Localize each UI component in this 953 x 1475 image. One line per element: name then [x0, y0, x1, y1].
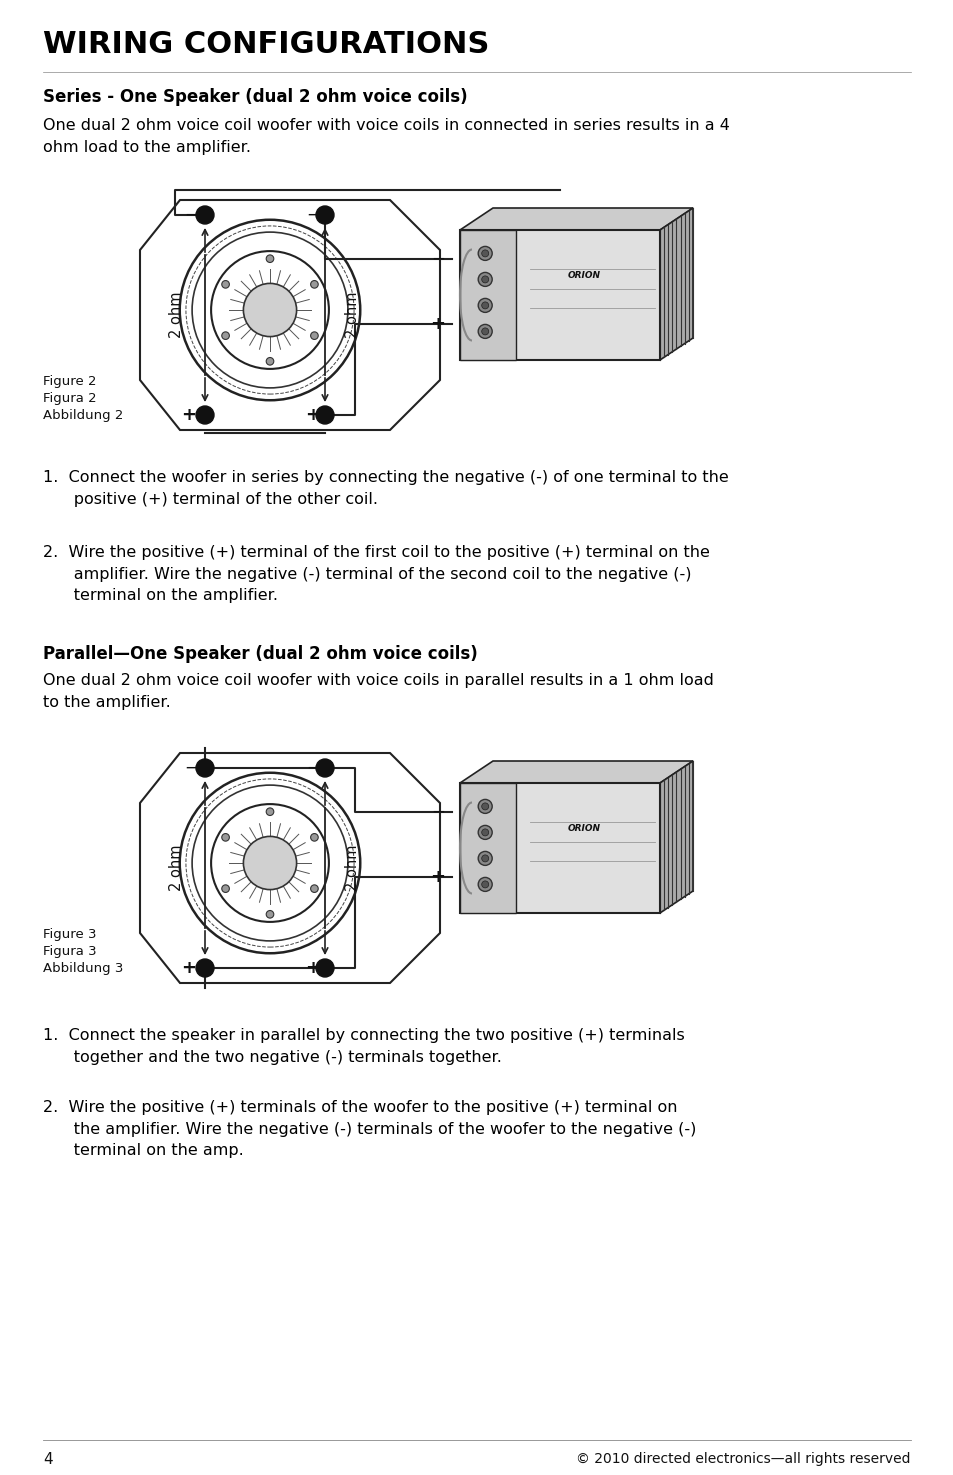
Polygon shape: [659, 761, 692, 913]
Text: −: −: [306, 207, 319, 224]
Text: 2 ohm: 2 ohm: [345, 292, 360, 338]
Circle shape: [315, 760, 334, 777]
Circle shape: [477, 298, 492, 313]
Text: −: −: [306, 760, 319, 777]
Text: 2 ohm: 2 ohm: [345, 845, 360, 891]
Text: Figure 2
Figura 2
Abbildung 2: Figure 2 Figura 2 Abbildung 2: [43, 375, 123, 422]
Circle shape: [477, 851, 492, 866]
Circle shape: [195, 406, 213, 423]
Circle shape: [195, 959, 213, 976]
Circle shape: [481, 249, 488, 257]
Circle shape: [243, 283, 296, 336]
Polygon shape: [459, 230, 659, 360]
Text: 4: 4: [43, 1451, 52, 1468]
Circle shape: [311, 280, 318, 288]
Circle shape: [195, 207, 213, 224]
Text: 2.  Wire the positive (+) terminals of the woofer to the positive (+) terminal o: 2. Wire the positive (+) terminals of th…: [43, 1100, 696, 1158]
Text: © 2010 directed electronics—all rights reserved: © 2010 directed electronics—all rights r…: [576, 1451, 910, 1466]
Circle shape: [315, 406, 334, 423]
Polygon shape: [459, 783, 659, 913]
Polygon shape: [659, 208, 692, 360]
Circle shape: [221, 280, 229, 288]
Circle shape: [243, 836, 296, 889]
Circle shape: [481, 302, 488, 308]
Text: 1.  Connect the speaker in parallel by connecting the two positive (+) terminals: 1. Connect the speaker in parallel by co…: [43, 1028, 684, 1065]
Text: Parallel—One Speaker (dual 2 ohm voice coils): Parallel—One Speaker (dual 2 ohm voice c…: [43, 645, 477, 662]
Circle shape: [221, 332, 229, 339]
Text: +: +: [181, 406, 196, 423]
Text: +: +: [305, 406, 320, 423]
Circle shape: [477, 878, 492, 891]
Circle shape: [315, 207, 334, 224]
Polygon shape: [459, 783, 516, 913]
Circle shape: [195, 760, 213, 777]
Circle shape: [477, 324, 492, 338]
Text: 2 ohm: 2 ohm: [170, 845, 184, 891]
Text: One dual 2 ohm voice coil woofer with voice coils in parallel results in a 1 ohm: One dual 2 ohm voice coil woofer with vo…: [43, 673, 713, 709]
Circle shape: [481, 276, 488, 283]
Circle shape: [266, 910, 274, 917]
Polygon shape: [459, 761, 692, 783]
Circle shape: [481, 881, 488, 888]
Circle shape: [266, 357, 274, 366]
Circle shape: [481, 802, 488, 810]
Text: −: −: [431, 802, 444, 820]
Circle shape: [221, 885, 229, 892]
Circle shape: [315, 959, 334, 976]
Circle shape: [477, 246, 492, 261]
Text: Figure 3
Figura 3
Abbildung 3: Figure 3 Figura 3 Abbildung 3: [43, 928, 123, 975]
Circle shape: [477, 826, 492, 839]
Circle shape: [477, 273, 492, 286]
Text: −: −: [431, 249, 444, 267]
Circle shape: [221, 833, 229, 841]
Text: 2.  Wire the positive (+) terminal of the first coil to the positive (+) termina: 2. Wire the positive (+) terminal of the…: [43, 544, 709, 603]
Text: +: +: [430, 314, 445, 332]
Circle shape: [481, 327, 488, 335]
Text: One dual 2 ohm voice coil woofer with voice coils in connected in series results: One dual 2 ohm voice coil woofer with vo…: [43, 118, 729, 155]
Text: 2 ohm: 2 ohm: [170, 292, 184, 338]
Circle shape: [481, 829, 488, 836]
Text: Series - One Speaker (dual 2 ohm voice coils): Series - One Speaker (dual 2 ohm voice c…: [43, 88, 467, 106]
Text: 1.  Connect the woofer in series by connecting the negative (-) of one terminal : 1. Connect the woofer in series by conne…: [43, 471, 728, 506]
Circle shape: [311, 885, 318, 892]
Text: +: +: [305, 959, 320, 976]
Polygon shape: [459, 230, 516, 360]
Text: −: −: [184, 207, 197, 224]
Circle shape: [477, 799, 492, 813]
Text: +: +: [181, 959, 196, 976]
Text: ORION: ORION: [567, 271, 599, 280]
Circle shape: [311, 332, 318, 339]
Text: +: +: [430, 867, 445, 885]
Text: ORION: ORION: [567, 825, 599, 833]
Text: WIRING CONFIGURATIONS: WIRING CONFIGURATIONS: [43, 30, 489, 59]
Polygon shape: [459, 208, 692, 230]
Circle shape: [266, 808, 274, 816]
Circle shape: [266, 255, 274, 263]
Text: −: −: [184, 760, 197, 777]
Circle shape: [481, 855, 488, 861]
Circle shape: [311, 833, 318, 841]
